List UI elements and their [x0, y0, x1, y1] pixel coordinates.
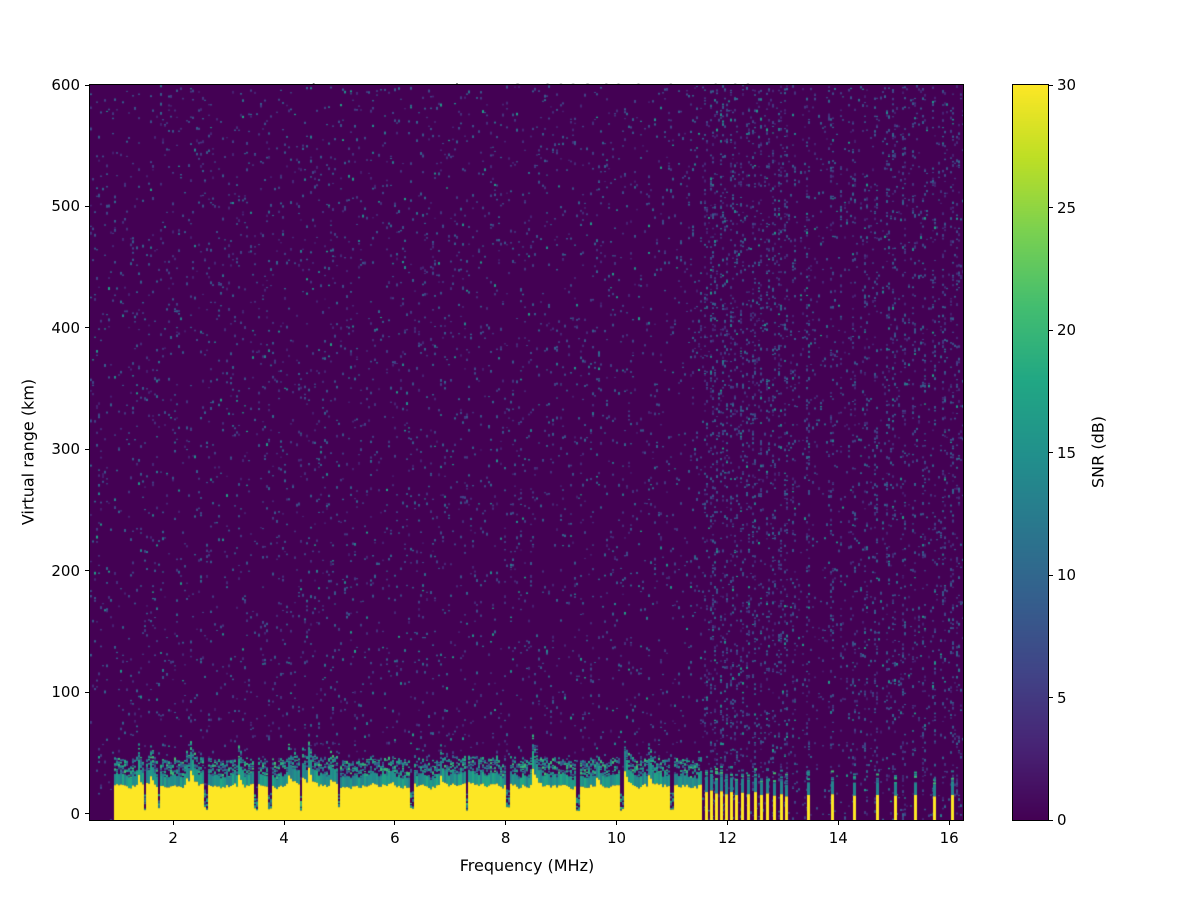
x-tick-label: 12 [717, 829, 737, 847]
colorbar-tick-mark [1049, 84, 1053, 86]
colorbar-tick-mark [1049, 452, 1053, 453]
x-axis-label: Frequency (MHz) [459, 856, 595, 875]
y-tick-mark [85, 327, 89, 329]
x-tick-mark [726, 821, 728, 825]
y-tick-mark [85, 84, 89, 86]
y-tick-label: 400 [51, 318, 80, 337]
x-tick-label: 8 [500, 829, 511, 847]
x-tick-mark [394, 821, 396, 825]
x-tick-mark [837, 821, 839, 825]
x-tick-mark [616, 821, 618, 825]
ionogram-heatmap [89, 84, 964, 821]
x-tick-mark [172, 821, 174, 825]
y-tick-label: 500 [51, 197, 80, 216]
x-tick-label: 6 [390, 829, 400, 847]
x-tick-label: 10 [607, 829, 627, 847]
colorbar-tick-label: 0 [1057, 811, 1067, 829]
y-tick-mark [85, 691, 89, 693]
colorbar-label: SNR (dB) [1088, 416, 1108, 488]
y-tick-mark [85, 813, 89, 815]
colorbar-tick-label: 15 [1057, 443, 1077, 462]
colorbar-tick-mark [1049, 207, 1053, 208]
y-tick-mark [85, 570, 89, 572]
x-tick-label: 2 [168, 829, 178, 847]
colorbar-tick-label: 5 [1057, 688, 1067, 707]
colorbar-tick-mark [1049, 819, 1053, 821]
colorbar-tick-mark [1049, 697, 1053, 698]
colorbar-tick-mark [1049, 329, 1053, 331]
y-tick-mark [85, 448, 89, 450]
colorbar-tick-label: 25 [1057, 198, 1077, 217]
x-tick-mark [505, 821, 507, 825]
x-tick-label: 4 [279, 829, 289, 847]
colorbar-gradient [1012, 84, 1049, 821]
y-tick-label: 100 [51, 683, 80, 702]
colorbar-tick-label: 20 [1057, 321, 1077, 339]
x-tick-mark [283, 821, 285, 825]
y-tick-label: 200 [51, 561, 80, 580]
colorbar-tick-label: 30 [1057, 76, 1077, 94]
x-tick-label: 16 [939, 829, 959, 847]
x-tick-mark [948, 821, 950, 825]
y-tick-mark [85, 205, 89, 207]
y-tick-label: 0 [70, 804, 80, 823]
x-tick-label: 14 [828, 829, 848, 847]
colorbar-tick-label: 10 [1057, 566, 1077, 584]
colorbar-tick-mark [1049, 574, 1053, 576]
y-tick-label: 600 [51, 76, 80, 94]
y-tick-label: 300 [51, 440, 80, 459]
